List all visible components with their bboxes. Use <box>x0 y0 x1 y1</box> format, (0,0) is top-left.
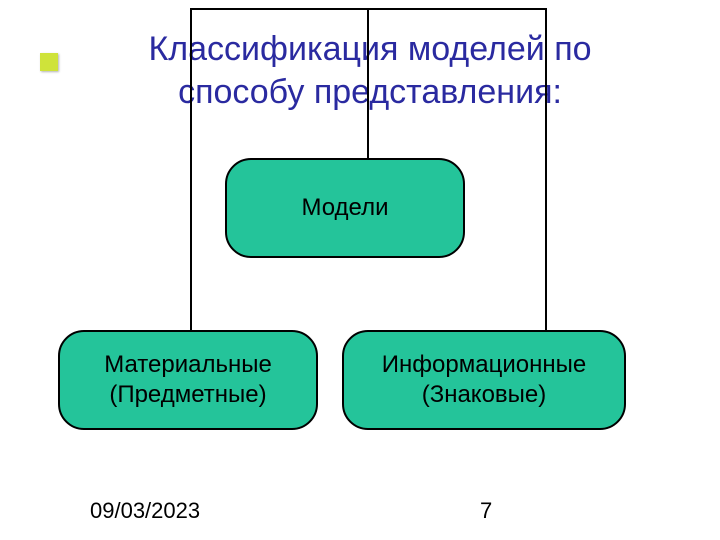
node-left-label-1: Материальные <box>104 351 272 378</box>
node-root-label: Модели <box>301 193 388 223</box>
tree-diagram: Модели Материальные (Предметные) Информа… <box>0 0 720 540</box>
connector-center-stem <box>367 8 369 158</box>
connector-right-leg <box>545 8 547 330</box>
node-root: Модели <box>225 158 465 258</box>
footer-page: 7 <box>480 498 492 524</box>
node-left: Материальные (Предметные) <box>58 330 318 430</box>
node-right: Информационные (Знаковые) <box>342 330 626 430</box>
node-right-label-1: Информационные <box>382 351 586 378</box>
connector-left-leg <box>190 8 192 330</box>
node-left-label-2: (Предметные) <box>109 381 266 408</box>
footer-date: 09/03/2023 <box>90 498 200 524</box>
node-right-label-2: (Знаковые) <box>422 381 547 408</box>
